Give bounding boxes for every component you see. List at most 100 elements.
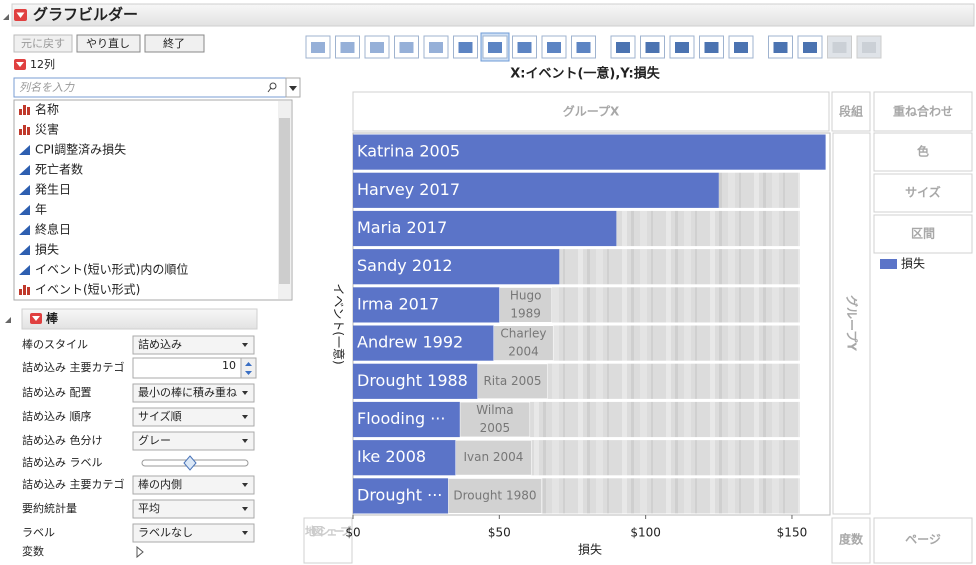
dropdown-value: グレー <box>138 433 171 447</box>
dropdown-arrow <box>242 415 248 419</box>
setting-label: 詰め込み ラベル <box>22 455 103 469</box>
toolbar-glyph <box>517 42 532 53</box>
bar-label: Katrina 2005 <box>357 142 460 161</box>
disclosure[interactable] <box>136 545 144 559</box>
nominal-icon <box>27 287 30 295</box>
setting-label: 変数 <box>22 544 44 558</box>
dropdown[interactable] <box>132 383 255 403</box>
bar <box>353 172 719 208</box>
group-y-zone[interactable] <box>832 132 871 515</box>
column-item[interactable]: 終息日 <box>35 222 71 237</box>
slider-thumb[interactable] <box>183 455 197 471</box>
continuous-icon <box>19 185 30 195</box>
dropdown[interactable] <box>132 431 255 451</box>
color-zone[interactable] <box>873 132 973 172</box>
interval-zone[interactable] <box>873 214 973 254</box>
bar-label: Maria 2017 <box>357 218 447 237</box>
freq-label: 度数 <box>839 532 864 547</box>
undo-button[interactable] <box>13 34 73 53</box>
setting-label: 詰め込み 順序 <box>22 409 92 423</box>
dropdown-arrow <box>242 507 248 511</box>
bar-label: Irma 2017 <box>357 294 439 313</box>
spin-down <box>245 371 252 375</box>
x-tick-label: $150 <box>777 526 808 540</box>
redo-button[interactable] <box>76 34 141 53</box>
toolbar-glyph <box>340 42 355 53</box>
dropdown[interactable] <box>132 475 255 495</box>
freq-zone[interactable] <box>831 517 871 564</box>
setting-label: 棒のスタイル <box>22 337 88 351</box>
page-zone[interactable] <box>873 517 973 564</box>
nominal-icon <box>23 125 26 135</box>
setting-label: 詰め込み 色分け <box>22 433 103 447</box>
bar-label: Harvey 2017 <box>357 180 460 199</box>
dropdown-arrow <box>242 343 248 347</box>
packed-label: Rita 2005 <box>483 374 541 388</box>
dropdown[interactable] <box>132 335 255 355</box>
column-item[interactable]: CPI調整済み損失 <box>35 142 126 157</box>
toolbar-glyph <box>675 42 689 53</box>
toolbar-glyph <box>488 42 502 53</box>
size-zone[interactable] <box>873 173 973 213</box>
packed-label: Drought 1980 <box>453 488 536 502</box>
nominal-icon <box>23 105 26 115</box>
column-item[interactable]: 名称 <box>35 102 59 117</box>
column-item[interactable]: 災害 <box>35 122 59 137</box>
bar <box>353 134 826 170</box>
continuous-icon <box>19 165 30 175</box>
overlay-label: 重ね合わせ <box>893 104 953 119</box>
chart-title: X:イベント(一意),Y:損失 <box>510 66 661 82</box>
bar <box>353 249 560 285</box>
packed-remainder <box>547 363 800 399</box>
column-item[interactable]: イベント(短い形式) <box>35 283 140 297</box>
legend-label: 損失 <box>901 256 925 271</box>
packed-remainder <box>559 249 800 285</box>
column-item[interactable]: 年 <box>35 203 47 217</box>
done-button[interactable] <box>144 34 205 53</box>
dropdown[interactable] <box>132 499 255 519</box>
column-item[interactable]: 発生日 <box>35 183 71 197</box>
toolbar-glyph <box>370 42 384 53</box>
setting-label: 詰め込み 主要カテゴ <box>22 360 125 374</box>
packed-bar <box>459 401 531 438</box>
collapse-icon[interactable] <box>3 14 9 20</box>
packed-remainder <box>718 172 800 208</box>
wrap-zone[interactable] <box>831 91 871 132</box>
continuous-icon <box>19 245 30 255</box>
overlay-zone[interactable] <box>873 91 973 132</box>
dropdown-value: 詰め込み <box>138 337 182 351</box>
interval-label: 区間 <box>911 227 935 241</box>
dropdown-value: 平均 <box>138 502 160 515</box>
toolbar-glyph <box>862 42 876 53</box>
wrap-label: 段組 <box>839 104 863 119</box>
title: グラフビルダー <box>33 6 138 24</box>
dropdown-arrow <box>242 531 248 535</box>
packed-label: 1989 <box>510 306 541 320</box>
column-item[interactable]: 損失 <box>35 242 59 257</box>
continuous-icon <box>19 225 30 235</box>
bar-label: Flooding ··· <box>357 409 445 428</box>
dropdown-value: 最小の棒に積み重ね <box>138 385 237 399</box>
packed-label: Hugo <box>510 288 542 302</box>
packed-label: Charley <box>500 327 546 341</box>
packed-remainder <box>530 401 800 438</box>
toolbar-glyph <box>429 42 443 53</box>
dropdown[interactable] <box>132 407 255 427</box>
spin-buttons[interactable] <box>240 357 257 379</box>
x-axis-label: 損失 <box>578 542 602 557</box>
bar-label: Sandy 2012 <box>357 256 453 275</box>
dropdown-arrow <box>242 439 248 443</box>
map-zone[interactable] <box>303 517 353 564</box>
color-label: 色 <box>917 144 929 159</box>
done-label: 終了 <box>163 36 185 50</box>
x-tick-label: $0 <box>345 526 360 540</box>
column-list <box>13 99 293 301</box>
toolbar-glyph <box>616 42 630 53</box>
group-x-zone[interactable] <box>352 91 830 132</box>
bar <box>353 440 456 476</box>
dropdown[interactable] <box>132 523 255 543</box>
toolbar-glyph <box>773 42 788 53</box>
column-item[interactable]: イベント(短い形式)内の順位 <box>35 262 188 277</box>
column-item[interactable]: 死亡者数 <box>35 162 83 177</box>
